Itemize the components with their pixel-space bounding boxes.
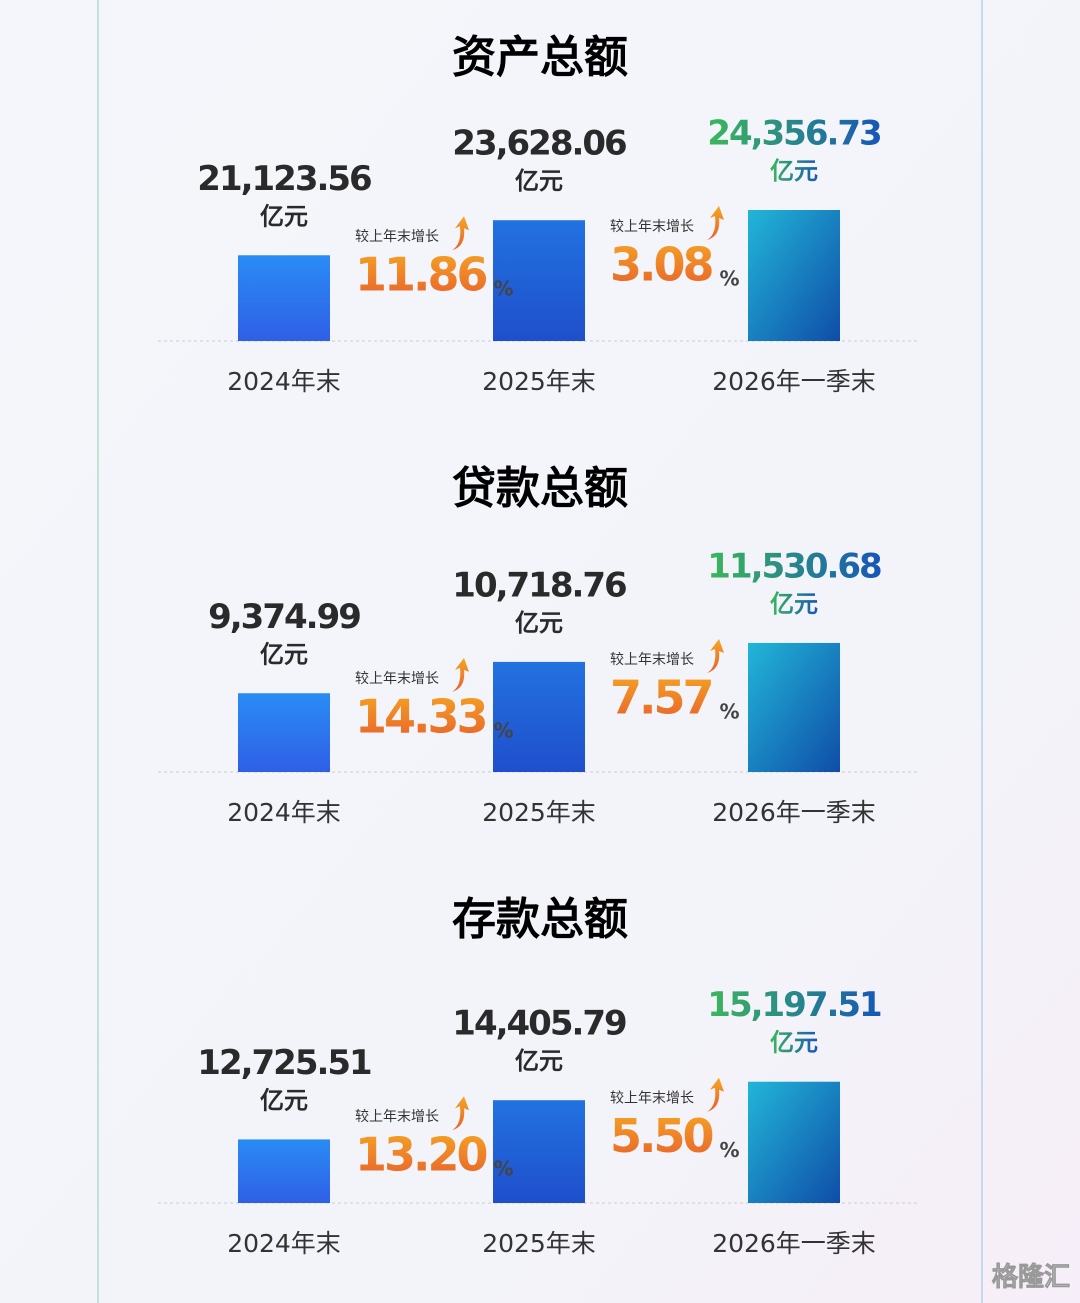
growth-value: 7.57: [610, 670, 712, 724]
value-label: 12,725.51: [197, 1043, 371, 1083]
value-label: 14,405.79: [452, 1004, 626, 1044]
growth-value: 14.33: [355, 689, 486, 743]
x-tick-label: 2025年末: [482, 1229, 596, 1258]
x-tick-label: 2024年末: [227, 367, 341, 396]
bar: [238, 693, 330, 772]
growth-arrow: [707, 206, 724, 241]
growth-unit: %: [720, 267, 740, 291]
growth-label: 较上年末增长: [355, 1109, 439, 1125]
x-tick-label: 2026年一季末: [712, 1229, 876, 1258]
growth-unit: %: [494, 1157, 514, 1181]
value-label: 15,197.51: [707, 985, 881, 1025]
unit-label: 亿元: [770, 1029, 818, 1057]
growth-unit: %: [720, 699, 740, 723]
growth-arrow: [707, 1077, 724, 1112]
value-label: 23,628.06: [452, 124, 626, 164]
growth-unit: %: [494, 277, 514, 301]
x-tick-label: 2024年末: [227, 1229, 341, 1258]
unit-label: 亿元: [770, 157, 818, 185]
growth-value: 5.50: [610, 1109, 712, 1163]
growth-arrow: [452, 657, 469, 692]
growth-arrow: [452, 216, 469, 251]
x-tick-label: 2025年末: [482, 798, 596, 827]
chart-title: 资产总额: [452, 32, 628, 83]
value-label: 10,718.76: [452, 565, 626, 605]
bar: [493, 220, 585, 341]
growth-unit: %: [720, 1138, 740, 1162]
growth-label: 较上年末增长: [355, 671, 439, 687]
growth-arrow: [452, 1096, 469, 1131]
x-tick-label: 2026年一季末: [712, 798, 876, 827]
growth-unit: %: [494, 718, 514, 742]
chart-title: 存款总额: [452, 894, 628, 945]
watermark: 格隆汇: [992, 1262, 1070, 1293]
growth-value: 11.86: [355, 248, 486, 302]
bar: [493, 661, 585, 772]
bar: [493, 1100, 585, 1203]
value-label: 9,374.99: [208, 597, 360, 637]
bar: [748, 1081, 840, 1203]
unit-label: 亿元: [260, 1086, 308, 1114]
growth-label: 较上年末增长: [610, 652, 694, 668]
unit-label: 亿元: [260, 202, 308, 230]
x-tick-label: 2024年末: [227, 798, 341, 827]
value-label: 11,530.68: [707, 546, 881, 586]
growth-arrow: [707, 638, 724, 673]
x-tick-label: 2026年一季末: [712, 367, 876, 396]
bar: [748, 642, 840, 772]
value-label: 21,123.56: [197, 159, 371, 199]
x-tick-label: 2025年末: [482, 367, 596, 396]
unit-label: 亿元: [515, 167, 563, 195]
unit-label: 亿元: [515, 609, 563, 637]
chart-title: 贷款总额: [452, 463, 628, 514]
growth-label: 较上年末增长: [610, 1091, 694, 1107]
unit-label: 亿元: [515, 1047, 563, 1075]
growth-label: 较上年末增长: [610, 219, 694, 235]
unit-label: 亿元: [770, 590, 818, 618]
unit-label: 亿元: [260, 640, 308, 668]
growth-value: 13.20: [355, 1128, 486, 1182]
growth-label: 较上年末增长: [355, 229, 439, 245]
bar: [748, 210, 840, 341]
growth-value: 3.08: [610, 238, 712, 292]
value-label: 24,356.73: [707, 114, 880, 154]
bar: [238, 1139, 330, 1203]
bar: [238, 255, 330, 341]
